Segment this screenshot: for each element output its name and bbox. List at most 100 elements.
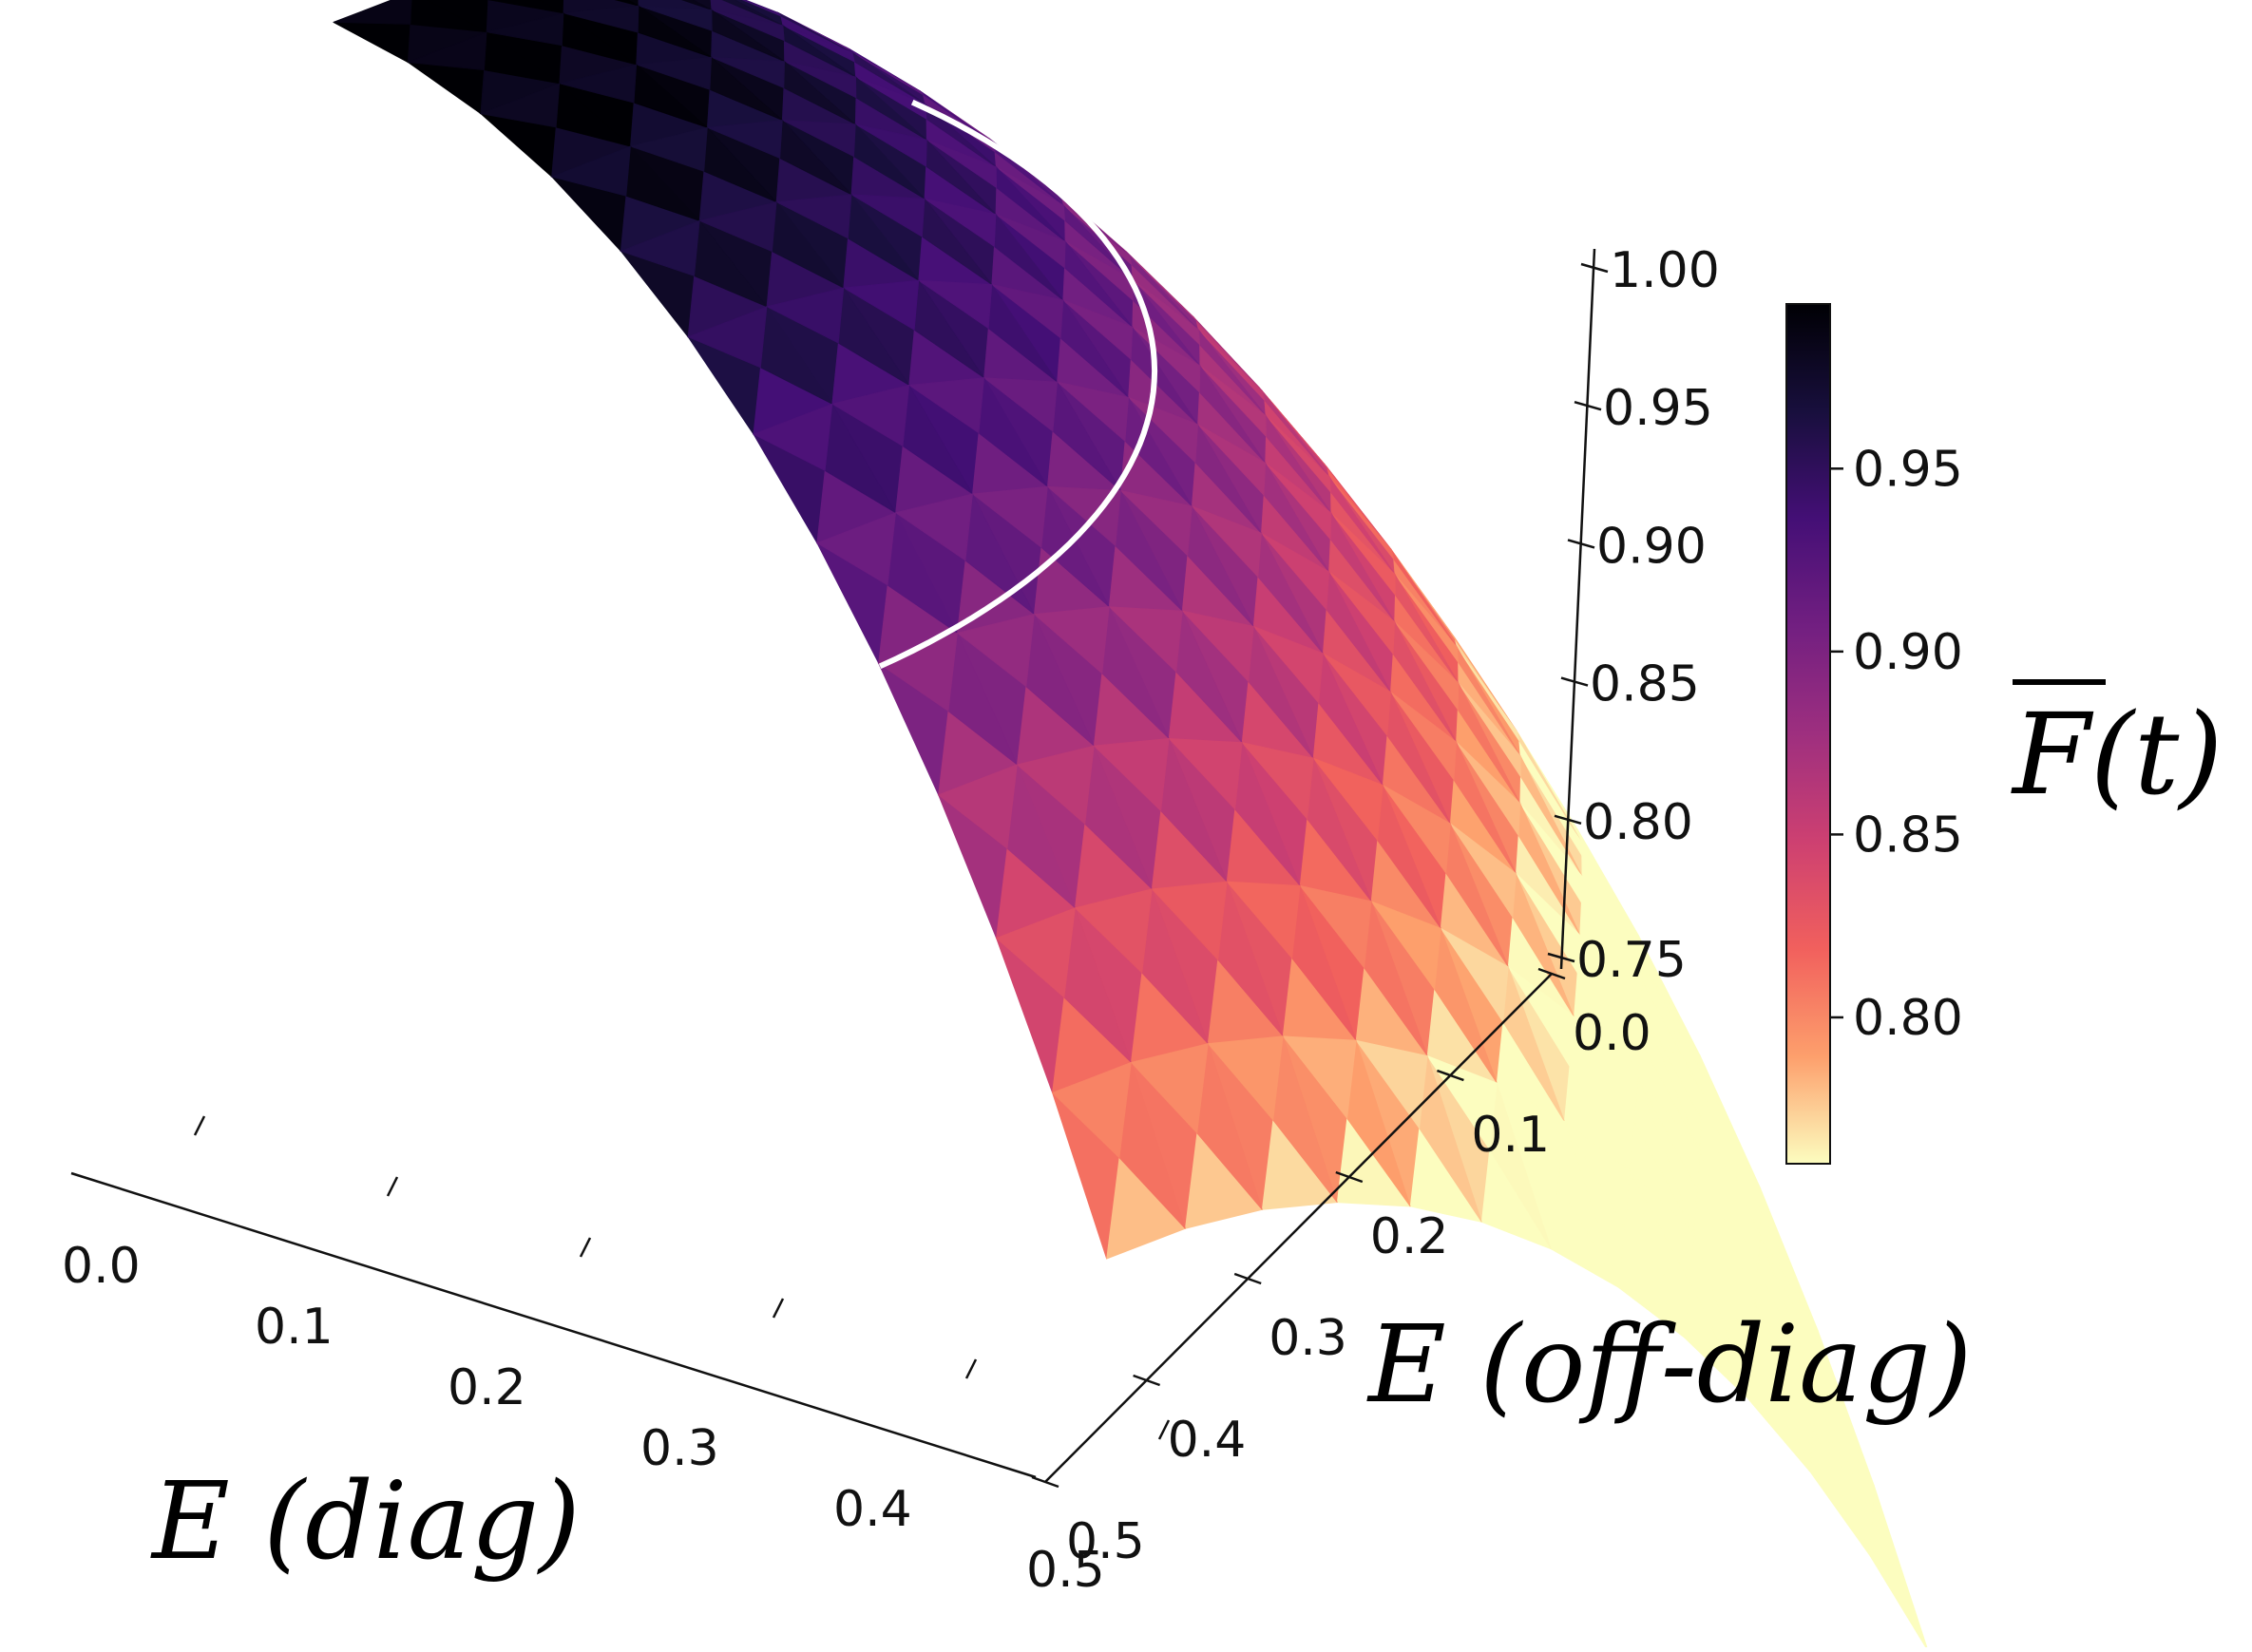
surface-facet <box>707 120 783 160</box>
surface-facet <box>1355 1039 1428 1130</box>
y-tick-label: 0.3 <box>1269 1310 1347 1367</box>
x-tick-mark <box>964 1358 978 1379</box>
surface-facet <box>991 284 1064 339</box>
y-tick-mark <box>1233 1272 1262 1285</box>
surface-facet <box>917 279 993 330</box>
surface-facet <box>1458 682 1521 778</box>
surface-facet <box>741 0 782 17</box>
surface-facet <box>1252 626 1324 704</box>
surface-facet <box>1051 1061 1132 1159</box>
z-tick-mark <box>1554 814 1582 826</box>
z-tick-label: 0.95 <box>1603 380 1713 437</box>
y-tick-label: 0.5 <box>1066 1513 1145 1570</box>
surface-facet <box>1426 1054 1498 1151</box>
surface-facet <box>1128 396 1199 464</box>
surface-facet <box>1394 574 1460 664</box>
x-axis-title: E (diag) <box>150 1460 581 1584</box>
surface-facet <box>1265 415 1332 494</box>
surface-facet <box>1394 621 1460 712</box>
x-tick-label: 0.4 <box>833 1481 912 1538</box>
surface-facet <box>408 31 487 71</box>
y-tick-mark <box>1031 1475 1059 1489</box>
contour-line <box>878 99 1158 670</box>
surface-facet <box>1328 476 1395 560</box>
surface-facet <box>1496 1082 1565 1184</box>
surface-facet <box>614 0 639 7</box>
y-tick-label: 0.1 <box>1471 1107 1550 1164</box>
surface-facet <box>1507 966 1574 1068</box>
surface-facet <box>1382 785 1451 875</box>
surface-facet <box>1199 365 1267 438</box>
z-tick-label: 1.00 <box>1610 242 1720 299</box>
surface-facet <box>1261 532 1330 611</box>
x-tick-mark <box>386 1176 399 1197</box>
surface-facet <box>830 384 910 447</box>
surface-facet <box>1262 390 1328 468</box>
surface-facet <box>1093 737 1170 812</box>
surface-facet <box>559 64 638 104</box>
y-axis: 0.0 0.1 0.2 0.3 0.4 0.5 E (off-diag) <box>1031 967 1972 1570</box>
surface-facet <box>815 512 897 586</box>
surface-facet <box>1197 424 1267 497</box>
surface-facet <box>782 120 856 158</box>
surface-facet <box>1450 823 1517 919</box>
surface-facet <box>1579 934 1643 1042</box>
x-tick-label: 0.5 <box>1026 1542 1105 1599</box>
z-axis: 0.75 0.80 0.85 0.90 0.95 1.00 <box>1547 242 1720 989</box>
contour-level-line <box>878 99 1158 670</box>
surface-facet <box>1181 610 1254 683</box>
surface-facet <box>487 0 564 14</box>
surface-facet <box>995 214 1066 269</box>
y-tick-label: 0.0 <box>1573 1005 1651 1062</box>
surface-facet <box>687 306 768 369</box>
surface-facet <box>1641 959 1703 1072</box>
colorbar-gradient <box>1785 303 1831 1165</box>
surface-facet <box>620 219 700 277</box>
colorbar: 0.80 0.85 0.90 0.95 F(t) <box>1785 303 2223 1165</box>
y-tick-label: 0.2 <box>1370 1208 1449 1265</box>
surface-facet <box>629 126 708 172</box>
z-tick-label: 0.75 <box>1576 932 1687 989</box>
surface-facet <box>1581 876 1643 982</box>
y-tick-label: 0.4 <box>1168 1412 1247 1469</box>
y-tick-mark <box>1537 967 1566 980</box>
surface-facet <box>1580 840 1642 946</box>
surface-facet <box>1168 737 1243 810</box>
surface-facet <box>782 25 855 63</box>
surface-facet <box>1108 606 1183 674</box>
surface-facet <box>1755 1305 1817 1429</box>
colorbar-tick-label: 0.85 <box>1853 807 1963 864</box>
surface-facet <box>1564 1121 1631 1228</box>
surface-facet <box>333 0 412 25</box>
surface-facet <box>1456 741 1521 837</box>
surface-facet <box>1630 1170 1695 1284</box>
surface-facet <box>1119 489 1193 557</box>
x-tick-mark <box>579 1237 592 1258</box>
surface-facet <box>1456 646 1520 742</box>
surface-facet <box>855 123 927 167</box>
z-tick-label: 0.85 <box>1590 656 1700 713</box>
surface-facet <box>1370 900 1441 991</box>
surface-facet <box>752 403 833 472</box>
surface-facet <box>1062 299 1134 361</box>
surface-facet <box>1641 1007 1703 1121</box>
surface-facet <box>1282 1035 1357 1120</box>
y-tick-mark <box>1133 1374 1161 1387</box>
z-tick-mark <box>1567 539 1595 549</box>
z-tick-mark <box>1547 952 1575 963</box>
surface-facet <box>697 201 777 253</box>
surface-facet <box>784 61 857 99</box>
surface-facet <box>1440 927 1509 1023</box>
surface-facet <box>1265 462 1332 541</box>
surface-facet <box>1391 549 1456 638</box>
surface-facet <box>1516 873 1581 975</box>
surface-facet <box>1299 884 1372 969</box>
z-tick-mark <box>1580 262 1609 274</box>
colorbar-tick-label: 0.95 <box>1853 441 1963 498</box>
surface-facet <box>563 5 639 33</box>
y-tick-mark <box>1335 1170 1364 1184</box>
x-tick-mark <box>193 1115 206 1136</box>
colorbar-title: F(t) <box>2011 679 2223 820</box>
surface-facet <box>1390 692 1458 782</box>
